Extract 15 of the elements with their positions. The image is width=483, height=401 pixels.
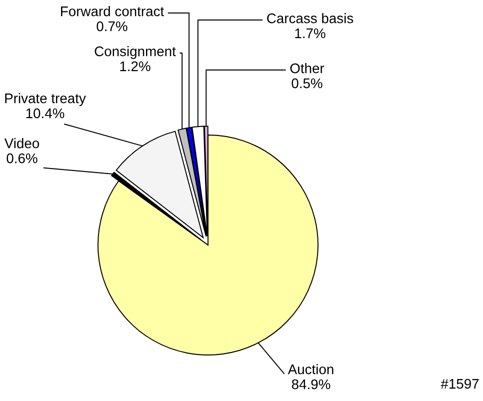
text: #1597 xyxy=(440,378,479,389)
data-label: 0.5% xyxy=(292,78,322,88)
data-label: 0.6% xyxy=(6,153,38,164)
data-label: 0.7% xyxy=(96,21,128,32)
slice-label: Video xyxy=(4,138,40,148)
data-label: 1.2% xyxy=(120,61,150,72)
slice-label: Auction xyxy=(288,364,334,374)
slice-label: Forward contract xyxy=(61,6,164,16)
data-label: 1.7% xyxy=(295,28,326,38)
data-label: 10.4% xyxy=(26,108,64,118)
slice-label: Carcass basis xyxy=(267,13,354,24)
slice-label: Consignment xyxy=(94,46,176,59)
data-label: 84.9% xyxy=(292,379,330,390)
slice-label: Other xyxy=(290,63,324,74)
slice-label: Private treaty xyxy=(5,93,86,106)
